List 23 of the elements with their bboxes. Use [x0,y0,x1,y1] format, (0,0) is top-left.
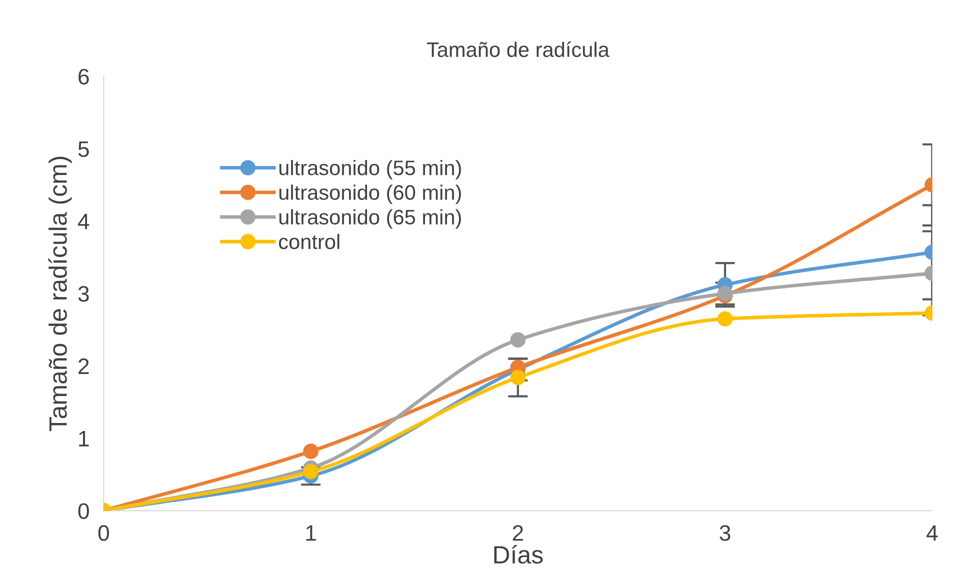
point [303,444,318,459]
y-tick-label: 3 [78,286,89,302]
y-tick-label: 6 [78,68,89,85]
x-tick-label: 1 [306,525,316,541]
y-tick-label: 1 [79,431,89,446]
legend-label: control [278,234,340,250]
y-tick-label: 0 [78,503,89,519]
x-tick-label: 0 [98,525,109,541]
legend-label: ultrasonido (55 min) [279,160,461,180]
legend-label: ultrasonido (60 min) [279,184,461,204]
y-tick-label: 5 [78,141,89,157]
point [510,332,526,348]
point [510,370,526,386]
legend-label: ultrasonido (65 min) [279,209,461,229]
chart-title: Tamaño de radícula [426,42,610,58]
x-tick-label: 3 [720,525,730,541]
y-tick-label: 2 [78,358,89,374]
x-tick-label: 2 [512,525,523,541]
y-axis-title: Tamaño de radícula (cm) [48,156,72,432]
x-axis-title: Días [494,545,543,564]
x-tick-label: 4 [926,525,938,541]
point [303,464,318,480]
y-tick-label: 4 [78,214,90,230]
